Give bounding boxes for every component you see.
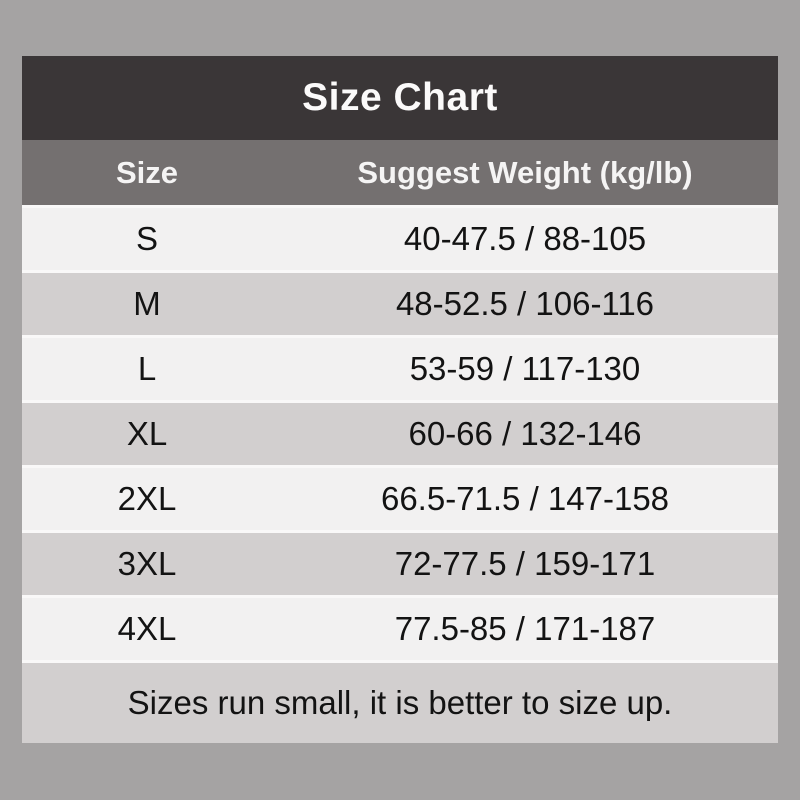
size-cell: 4XL — [117, 610, 177, 647]
size-cell: 2XL — [117, 480, 177, 517]
table-row-s: S 40-47.5 / 88-105 — [22, 205, 778, 270]
table-title: Size Chart — [302, 76, 498, 119]
table-row-3xl: 3XL 72-77.5 / 159-171 — [22, 530, 778, 595]
column-header-weight: Suggest Weight (kg/lb) — [357, 154, 693, 190]
weight-cell: 72-77.5 / 159-171 — [394, 545, 656, 582]
table-note-bar: Sizes run small, it is better to size up… — [22, 660, 778, 743]
table-row-4xl: 4XL 77.5-85 / 171-187 — [22, 595, 778, 660]
size-cell: M — [133, 285, 161, 322]
weight-cell: 60-66 / 132-146 — [408, 415, 642, 452]
size-cell: L — [137, 350, 157, 387]
table-title-bar: Size Chart — [22, 56, 778, 140]
weight-cell: 66.5-71.5 / 147-158 — [380, 480, 670, 517]
table-row-xl: XL 60-66 / 132-146 — [22, 400, 778, 465]
size-cell: XL — [126, 415, 168, 452]
column-header-size: Size — [115, 154, 179, 190]
size-chart-table: Size Chart Size Suggest Weight (kg/lb) S… — [22, 56, 778, 743]
table-row-l: L 53-59 / 117-130 — [22, 335, 778, 400]
table-row-m: M 48-52.5 / 106-116 — [22, 270, 778, 335]
table-note: Sizes run small, it is better to size up… — [127, 684, 673, 721]
weight-cell: 48-52.5 / 106-116 — [395, 285, 655, 322]
weight-cell: 77.5-85 / 171-187 — [394, 610, 656, 647]
size-cell: S — [135, 220, 158, 257]
size-cell: 3XL — [117, 545, 177, 582]
table-header-row: Size Suggest Weight (kg/lb) — [22, 140, 778, 205]
table-row-2xl: 2XL 66.5-71.5 / 147-158 — [22, 465, 778, 530]
weight-cell: 40-47.5 / 88-105 — [403, 220, 647, 257]
weight-cell: 53-59 / 117-130 — [409, 350, 641, 387]
